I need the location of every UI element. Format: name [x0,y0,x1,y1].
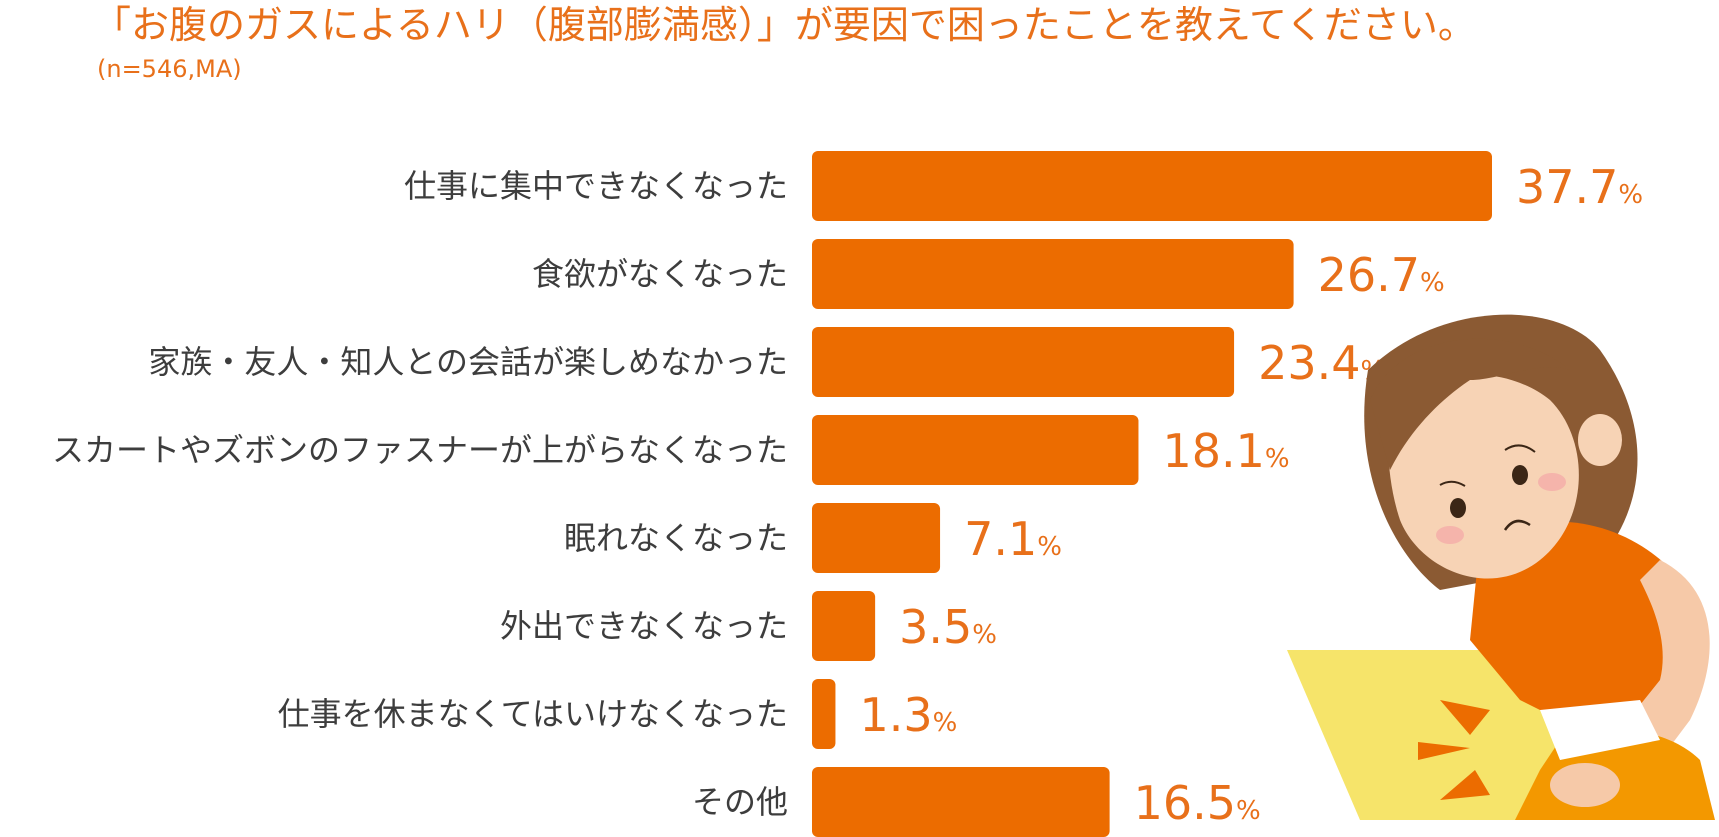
bar [812,239,1294,309]
bar [812,679,836,749]
category-label: 眠れなくなった [564,519,788,557]
bars-layer: 仕事に集中できなくなった 37.7% 食欲がなくなった 26.7% 家族・友人・知人との… [52,151,1643,837]
value-label: 18.1% [1162,424,1289,478]
bar [812,415,1139,485]
bar [812,591,876,661]
category-label: 食欲がなくなった [532,255,788,293]
bar [812,327,1235,397]
woman-bloated-stomach-illustration [1287,314,1715,820]
bar [812,767,1110,837]
category-label: スカートやズボンのファスナーが上がらなくなった [52,431,788,469]
value-label: 1.3% [859,688,957,742]
value-label: 23.4% [1258,336,1385,390]
value-label: 3.5% [899,600,997,654]
category-label: 家族・友人・知人との会話が楽しめなかった [148,343,788,381]
bar [812,151,1492,221]
value-label: 16.5% [1134,776,1261,830]
category-label: 仕事を休まなくてはいけなくなった [278,695,788,733]
chart-title: 「お腹のガスによるハリ（腹部膨満感）」が要因で困ったことを教えてください。 [93,3,1476,47]
category-label: 仕事に集中できなくなった [404,167,788,205]
value-label: 7.1% [964,512,1062,566]
bar [812,503,941,573]
chart-subtitle: (n=546,MA) [97,55,242,83]
value-label: 26.7% [1318,248,1445,302]
category-label: 外出できなくなった [500,607,788,645]
category-label: その他 [692,783,788,821]
value-label: 37.7% [1516,160,1643,214]
